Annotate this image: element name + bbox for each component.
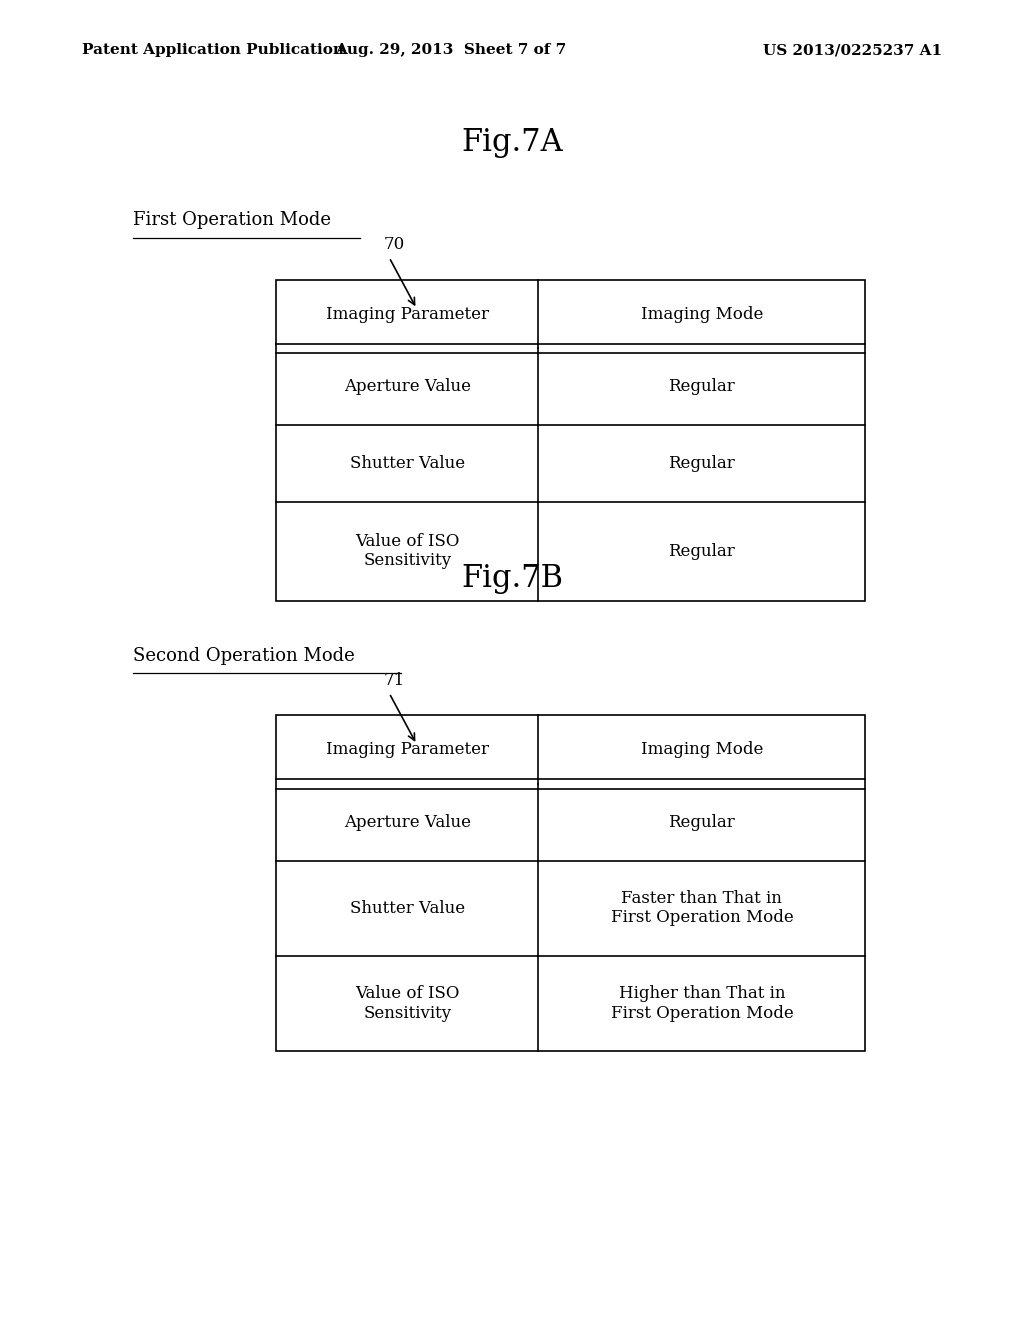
Text: US 2013/0225237 A1: US 2013/0225237 A1 [763, 44, 942, 57]
Text: Value of ISO
Sensitivity: Value of ISO Sensitivity [355, 533, 460, 569]
Text: 71: 71 [384, 672, 406, 689]
Text: Aperture Value: Aperture Value [344, 814, 471, 830]
Text: Imaging Mode: Imaging Mode [641, 306, 763, 322]
Text: Shutter Value: Shutter Value [350, 900, 465, 916]
Text: Shutter Value: Shutter Value [350, 455, 465, 471]
Text: Higher than That in
First Operation Mode: Higher than That in First Operation Mode [610, 985, 794, 1022]
Text: 70: 70 [384, 236, 406, 253]
Text: Aug. 29, 2013  Sheet 7 of 7: Aug. 29, 2013 Sheet 7 of 7 [335, 44, 566, 57]
Text: Value of ISO
Sensitivity: Value of ISO Sensitivity [355, 985, 460, 1022]
Text: Imaging Parameter: Imaging Parameter [326, 306, 489, 322]
Text: Faster than That in
First Operation Mode: Faster than That in First Operation Mode [610, 890, 794, 927]
Text: Fig.7A: Fig.7A [461, 127, 563, 158]
Text: Regular: Regular [669, 814, 735, 830]
Text: Imaging Mode: Imaging Mode [641, 742, 763, 758]
Text: Regular: Regular [669, 455, 735, 471]
Bar [276, 280, 865, 601]
Text: Imaging Parameter: Imaging Parameter [326, 742, 489, 758]
Text: Regular: Regular [669, 543, 735, 560]
Text: Regular: Regular [669, 379, 735, 395]
Text: Patent Application Publication: Patent Application Publication [82, 44, 344, 57]
Bar [276, 715, 865, 1051]
Text: First Operation Mode: First Operation Mode [133, 211, 331, 230]
Text: Fig.7B: Fig.7B [461, 562, 563, 594]
Text: Second Operation Mode: Second Operation Mode [133, 647, 355, 665]
Text: Aperture Value: Aperture Value [344, 379, 471, 395]
